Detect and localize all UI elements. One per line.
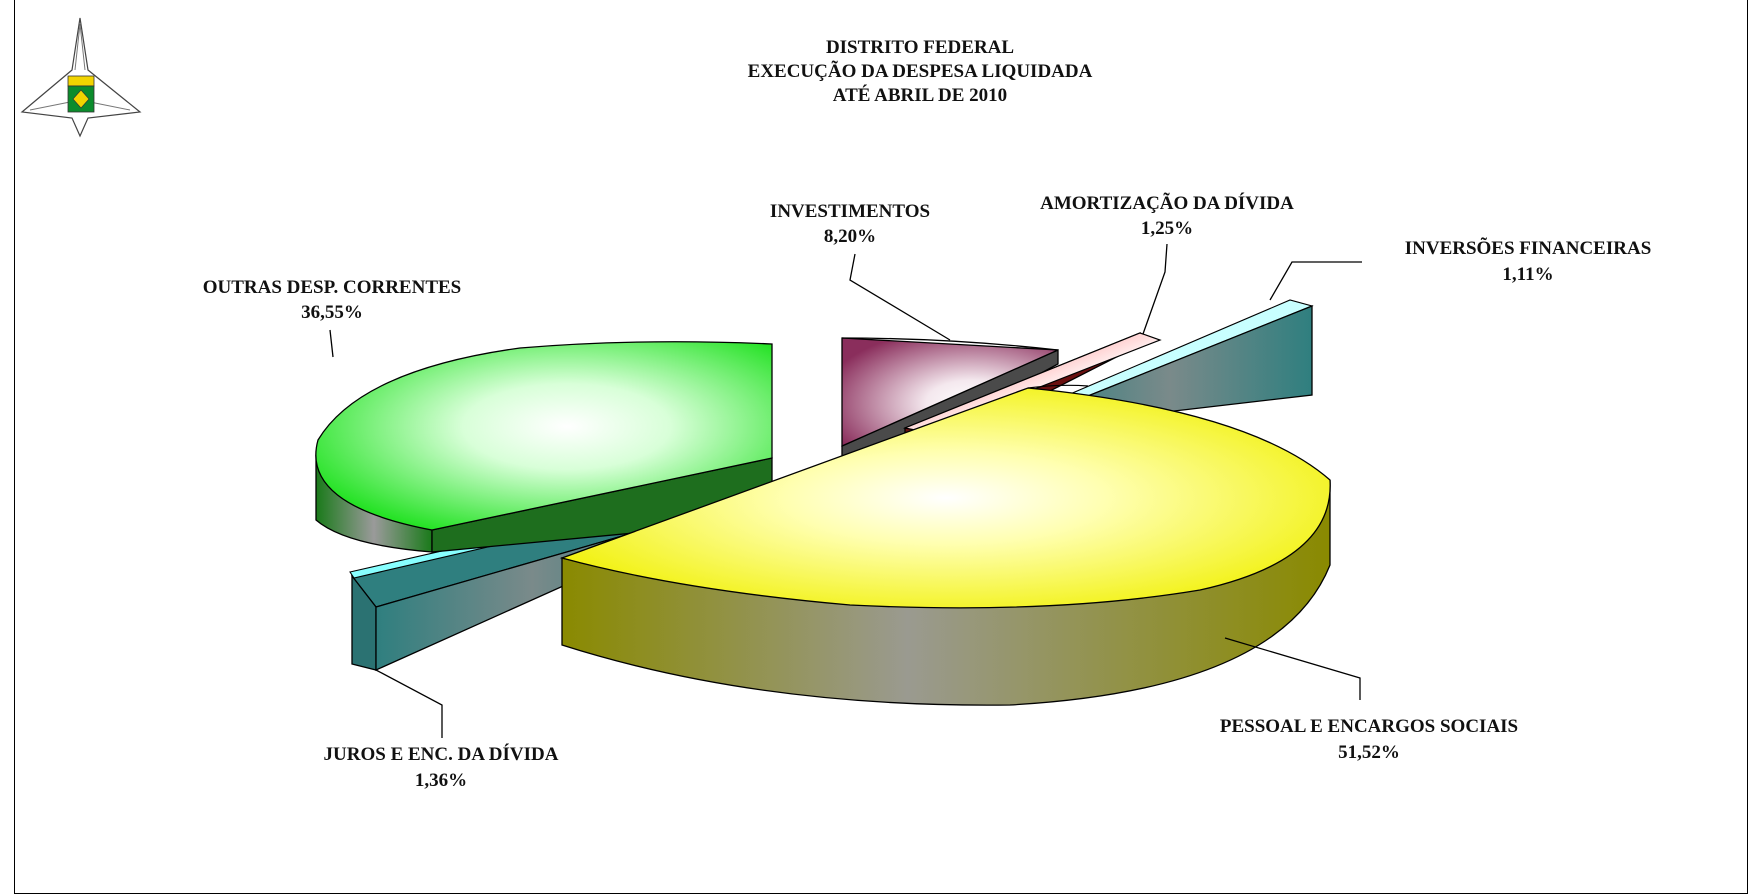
label-amortizacao-name: AMORTIZAÇÃO DA DÍVIDA [1040, 192, 1294, 214]
label-inversoes-value: 1,11% [1502, 264, 1553, 285]
distrito-federal-coat-of-arms-icon [20, 17, 142, 138]
label-outras-name: OUTRAS DESP. CORRENTES [203, 277, 462, 298]
chart-title: DISTRITO FEDERAL EXECUÇÃO DA DESPESA LIQ… [0, 36, 1751, 108]
title-line-3: ATÉ ABRIL DE 2010 [832, 85, 1008, 106]
leader-amortizacao [1142, 243, 1168, 335]
label-pessoal-name: PESSOAL E ENCARGOS SOCIAIS [1220, 716, 1518, 737]
leader-juros [375, 669, 443, 738]
title-line-1: DISTRITO FEDERAL [825, 37, 1015, 58]
leader-inversoes [1269, 261, 1362, 301]
leader-outras [329, 329, 334, 358]
label-pessoal-value: 51,52% [1338, 742, 1400, 763]
leader-pessoal [1224, 637, 1361, 700]
title-line-2: EXECUÇÃO DA DESPESA LIQUIDADA [747, 61, 1093, 82]
leader-lines [329, 243, 1362, 738]
slice-labels: OUTRAS DESP. CORRENTES 36,55% INVESTIMEN… [203, 192, 1652, 791]
label-juros-name: JUROS E ENC. DA DÍVIDA [324, 743, 559, 765]
slice-pessoal-encargos-sociais [559, 384, 1331, 706]
label-inversoes-name: INVERSÕES FINANCEIRAS [1405, 237, 1652, 259]
label-investimentos-value: 8,20% [824, 226, 876, 247]
slice-outras-desp-correntes [315, 341, 773, 553]
label-outras-value: 36,55% [301, 302, 363, 323]
leader-investimentos [849, 253, 951, 341]
label-amortizacao-value: 1,25% [1141, 218, 1193, 239]
label-investimentos-name: INVESTIMENTOS [770, 201, 930, 222]
label-juros-value: 1,36% [415, 770, 467, 791]
